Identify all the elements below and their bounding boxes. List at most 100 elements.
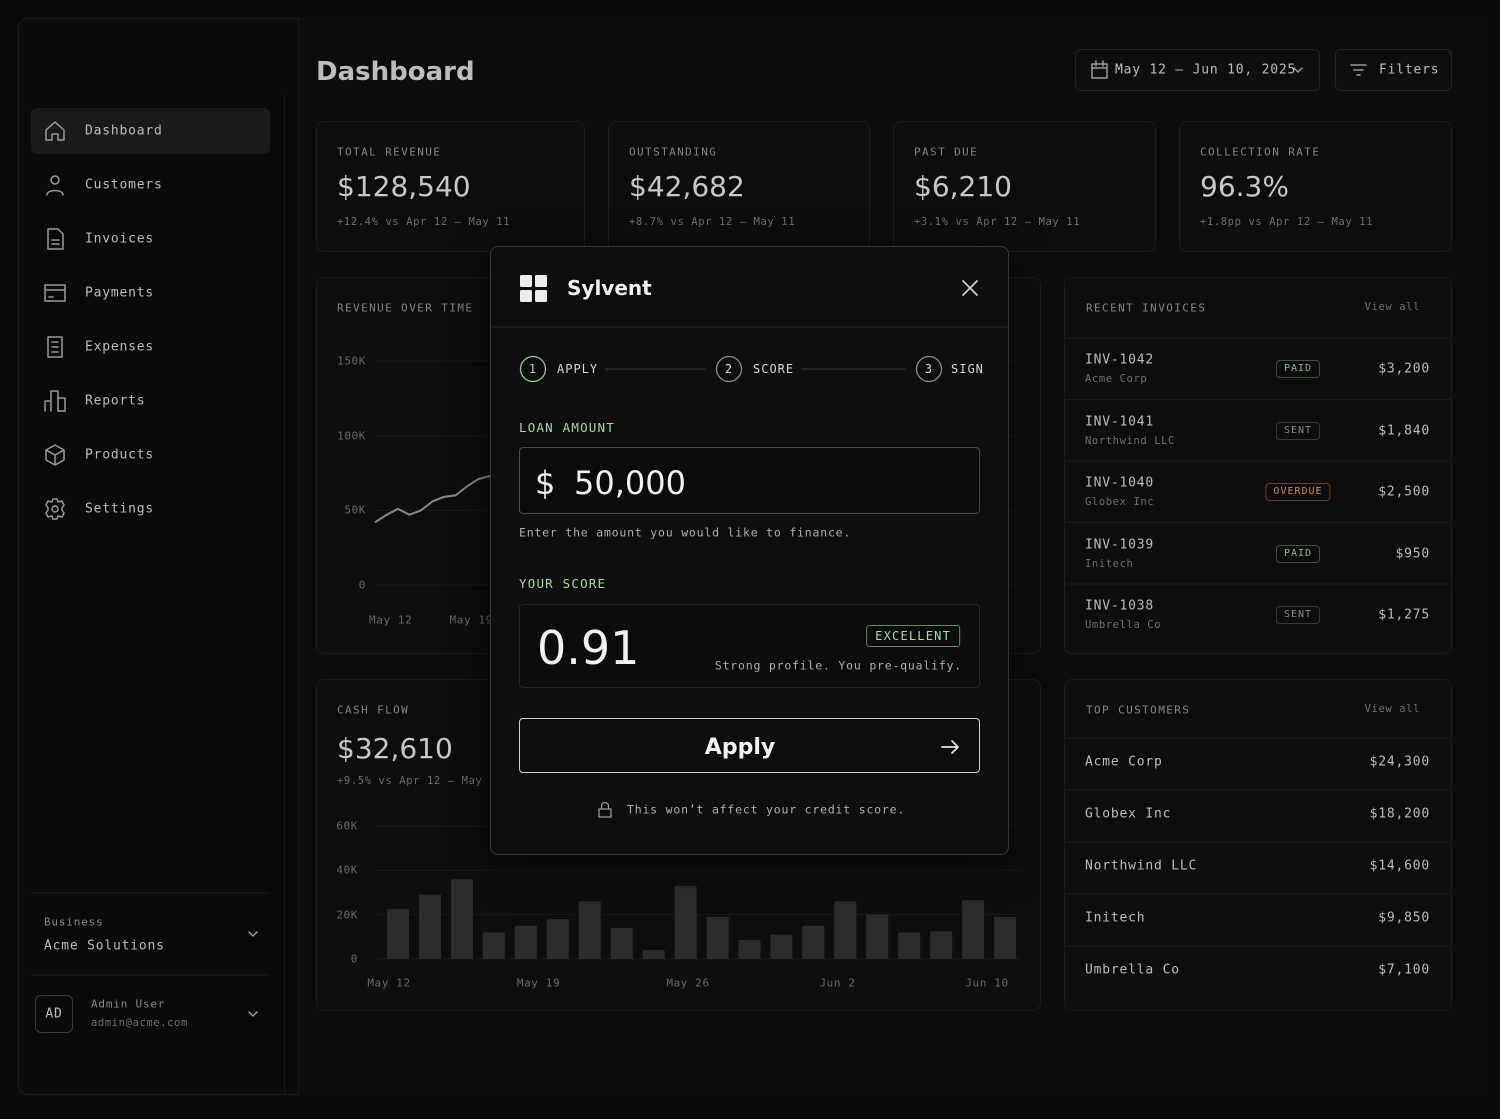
page-title: Dashboard (316, 57, 475, 87)
nav-icon (46, 175, 64, 196)
nav-icon (47, 336, 63, 358)
user-name: Admin User (91, 997, 166, 1011)
bar (514, 925, 537, 959)
score-badge: EXCELLENT (866, 625, 960, 647)
status-badge: SENT (1275, 421, 1321, 440)
kpi-delta: +3.1% vs Apr 12 – May 11 (914, 215, 1081, 228)
nav-item[interactable]: Expenses (85, 339, 155, 355)
nav-icon (45, 121, 65, 141)
step-label: SIGN (951, 362, 984, 376)
invoice-id: INV-1039 (1085, 537, 1155, 552)
customer-amount: $9,850 (1378, 910, 1430, 926)
footnote: This won’t affect your credit score. (627, 802, 906, 817)
sidebar-divider (284, 95, 285, 1095)
filters[interactable]: Filters (1379, 62, 1440, 78)
customer-name: Northwind LLC (1085, 858, 1198, 874)
y-tick-label: 40K (336, 863, 358, 877)
kpi-value: $6,210 (914, 170, 1012, 203)
score-value: 0.91 (537, 621, 640, 675)
bar (930, 931, 953, 959)
view-all[interactable]: View all (1364, 300, 1420, 313)
revenue-line (374, 475, 491, 524)
bar (866, 914, 889, 959)
arrow-icon (941, 740, 959, 754)
invoice-amount: $950 (1395, 546, 1430, 561)
customer-amount: $24,300 (1369, 754, 1430, 770)
card-title: RECENT INVOICES (1086, 301, 1207, 315)
kpi-value: $128,540 (337, 170, 471, 203)
logo-square (535, 275, 547, 287)
date-range[interactable]: May 12 – Jun 10, 2025 (1115, 62, 1297, 78)
active-nav-bg[interactable] (31, 108, 270, 154)
bar (578, 901, 601, 959)
logo-square (520, 275, 532, 287)
customer-name: Acme Corp (1085, 754, 1163, 770)
date-button[interactable] (1075, 49, 1320, 91)
filter-icon (1350, 64, 1367, 76)
nav-icon (44, 284, 66, 302)
card-title: TOP CUSTOMERS (1086, 703, 1191, 717)
bar (770, 934, 793, 959)
loan-amount[interactable]: 50,000 (574, 464, 686, 502)
y-tick-label: 0 (350, 952, 358, 966)
user-email: admin@acme.com (91, 1016, 188, 1029)
bar (802, 925, 825, 959)
cashflow-delta: +9.5% vs Apr 12 – May 11 (337, 774, 504, 787)
bar (482, 932, 505, 959)
field-label: YOUR SCORE (519, 575, 607, 591)
step-circle (715, 355, 743, 383)
currency: $ (535, 464, 556, 502)
kpi-value: $42,682 (629, 170, 745, 203)
x-tick-label: May 19 (449, 613, 493, 627)
invoice-company: Initech (1085, 557, 1134, 570)
bar (738, 940, 761, 959)
apply-label[interactable]: Apply (704, 735, 776, 760)
brand: Sylvent (567, 276, 652, 300)
chevron (1293, 67, 1303, 73)
nav-item[interactable]: Customers (85, 177, 163, 193)
nav-item[interactable]: Invoices (85, 231, 155, 247)
bar (674, 885, 697, 959)
nav-item[interactable]: Dashboard (85, 123, 163, 139)
kpi-card (893, 121, 1156, 252)
customer-name: Initech (1085, 910, 1146, 926)
invoice-id: INV-1038 (1085, 598, 1155, 614)
nav-item[interactable]: Products (85, 447, 155, 463)
bar (546, 919, 569, 959)
kpi-delta: +1.8pp vs Apr 12 – May 11 (1200, 215, 1374, 228)
apply-button[interactable] (519, 718, 980, 773)
bar (418, 894, 441, 959)
invoice-id: INV-1041 (1085, 414, 1155, 429)
avatar (35, 995, 73, 1033)
nav-icon (47, 228, 64, 250)
kpi-card (316, 121, 585, 252)
logo-square (535, 290, 547, 302)
nav-icon (44, 390, 66, 412)
bar (706, 916, 729, 959)
chart-title: CASH FLOW (337, 703, 410, 717)
status-badge: OVERDUE (1265, 483, 1331, 501)
kpi-value: 96.3% (1200, 170, 1289, 203)
bar (450, 879, 473, 959)
loan-input[interactable] (519, 447, 980, 514)
score-note: Strong profile. You pre-qualify. (714, 658, 962, 673)
close-icon (962, 280, 978, 296)
nav-item[interactable]: Payments (85, 285, 155, 301)
business-name[interactable]: Acme Solutions (44, 938, 165, 954)
nav-item[interactable]: Settings (85, 501, 155, 517)
chart-title: REVENUE OVER TIME (337, 301, 474, 315)
calendar-icon (1091, 60, 1108, 79)
bar (898, 932, 921, 959)
customer-amount: $7,100 (1378, 962, 1430, 978)
y-tick-label: 0 (358, 578, 366, 592)
lock-icon (598, 801, 612, 818)
invoice-amount: $2,500 (1378, 484, 1430, 500)
step-label: APPLY (557, 362, 599, 376)
customer-amount: $14,600 (1369, 858, 1430, 874)
customer-amount: $18,200 (1369, 806, 1430, 822)
customer-name: Umbrella Co (1085, 962, 1180, 978)
nav-item[interactable]: Reports (85, 393, 146, 409)
view-all[interactable]: View all (1364, 702, 1420, 715)
x-tick-label: May 26 (666, 976, 710, 990)
